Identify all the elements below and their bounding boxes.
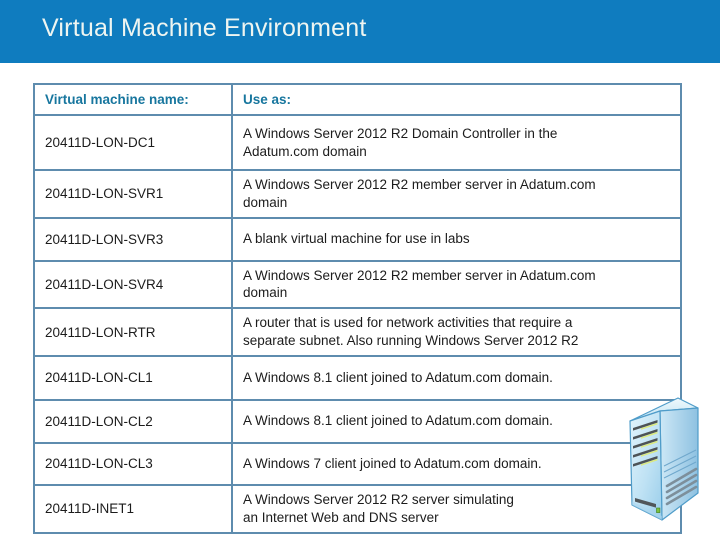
vm-use: A Windows 8.1 client joined to Adatum.co… — [231, 398, 682, 444]
vm-use: A Windows Server 2012 R2 server simulati… — [231, 483, 682, 534]
table-row: 20411D-LON-SVR4 A Windows Server 2012 R2… — [33, 259, 682, 310]
vm-name: 20411D-LON-CL1 — [33, 354, 233, 401]
vm-table: Virtual machine name: Use as: 20411D-LON… — [33, 83, 682, 534]
vm-name: 20411D-LON-SVR4 — [33, 259, 233, 310]
vm-name: 20411D-LON-SVR1 — [33, 169, 233, 219]
vm-name: 20411D-LON-CL2 — [33, 398, 233, 444]
vm-use: A blank virtual machine for use in labs — [231, 216, 682, 262]
server-tower-icon — [612, 392, 712, 540]
column-header-use-as: Use as: — [231, 83, 682, 116]
vm-use: A Windows Server 2012 R2 member server i… — [231, 169, 682, 219]
table-row: 20411D-LON-CL2 A Windows 8.1 client join… — [33, 398, 682, 444]
table-header-row: Virtual machine name: Use as: — [33, 83, 682, 116]
title-bar: Virtual Machine Environment — [0, 0, 720, 63]
vm-use: A Windows 7 client joined to Adatum.com … — [231, 441, 682, 486]
vm-name: 20411D-LON-RTR — [33, 307, 233, 357]
table-row: 20411D-LON-DC1 A Windows Server 2012 R2 … — [33, 114, 682, 171]
table-row: 20411D-LON-SVR1 A Windows Server 2012 R2… — [33, 169, 682, 219]
table-row: 20411D-LON-RTR A router that is used for… — [33, 307, 682, 357]
vm-name: 20411D-INET1 — [33, 483, 233, 534]
vm-use: A Windows Server 2012 R2 member server i… — [231, 259, 682, 310]
table-row: 20411D-LON-SVR3 A blank virtual machine … — [33, 216, 682, 262]
table-row: 20411D-LON-CL1 A Windows 8.1 client join… — [33, 354, 682, 401]
table-row: 20411D-INET1 A Windows Server 2012 R2 se… — [33, 483, 682, 534]
vm-use: A Windows 8.1 client joined to Adatum.co… — [231, 354, 682, 401]
column-header-vm-name: Virtual machine name: — [33, 83, 233, 116]
table-row: 20411D-LON-CL3 A Windows 7 client joined… — [33, 441, 682, 486]
vm-name: 20411D-LON-DC1 — [33, 114, 233, 171]
vm-use: A router that is used for network activi… — [231, 307, 682, 357]
vm-name: 20411D-LON-SVR3 — [33, 216, 233, 262]
vm-use: A Windows Server 2012 R2 Domain Controll… — [231, 114, 682, 171]
page-title: Virtual Machine Environment — [42, 14, 367, 42]
vm-name: 20411D-LON-CL3 — [33, 441, 233, 486]
